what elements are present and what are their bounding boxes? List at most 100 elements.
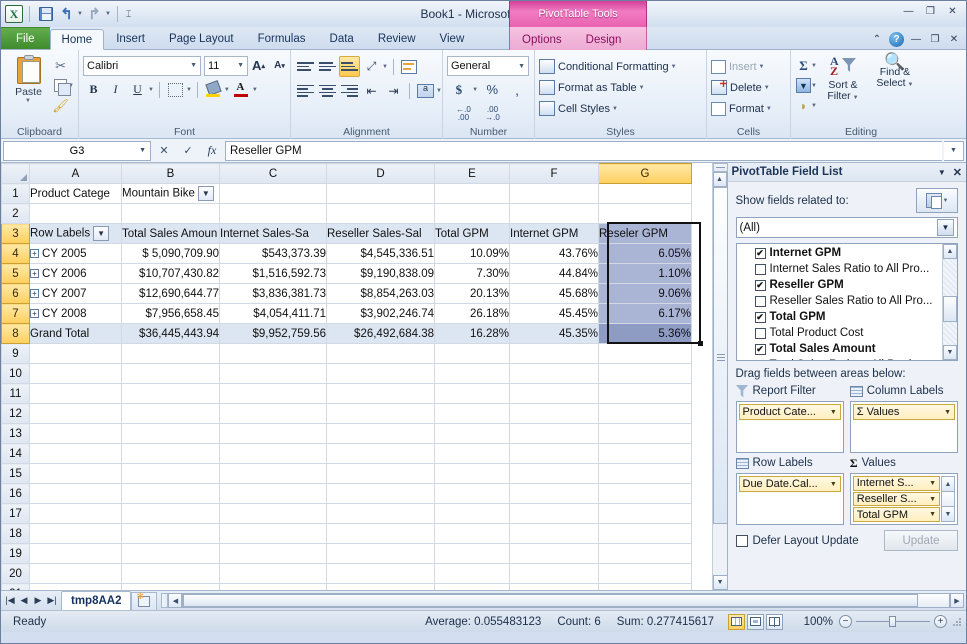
cell-D2[interactable] [326, 203, 435, 224]
cell-E7[interactable]: 26.18% [434, 303, 510, 324]
cell-D5[interactable]: $9,190,838.09 [326, 263, 435, 284]
cell-D17[interactable] [326, 503, 435, 524]
row-header-14[interactable]: 14 [1, 443, 30, 464]
zoom-in-button[interactable]: + [934, 615, 947, 628]
cell-E21[interactable] [434, 583, 510, 590]
cell-E2[interactable] [434, 203, 510, 224]
workbook-minimize-icon[interactable]: — [911, 34, 921, 45]
cell-F21[interactable] [509, 583, 599, 590]
cell-D20[interactable] [326, 563, 435, 584]
cell-D3[interactable]: Reseller Sales-Sal [326, 223, 435, 244]
cell-D10[interactable] [326, 363, 435, 384]
worksheet-grid[interactable]: A B C D E F G 1 Product Catege Mountain … [1, 163, 712, 590]
align-bottom-button[interactable] [339, 56, 360, 77]
cell-F6[interactable]: 45.68% [509, 283, 599, 304]
cell-B18[interactable] [121, 523, 220, 544]
cell-G17[interactable] [598, 503, 692, 524]
chevron-down-icon[interactable]: ▼ [763, 84, 770, 91]
cell-E10[interactable] [434, 363, 510, 384]
find-and-select-button[interactable]: 🔍 Find & Select ▼ [869, 53, 921, 91]
chevron-down-icon[interactable]: ▼ [852, 95, 859, 101]
cell-G14[interactable] [598, 443, 692, 464]
fields-scroll-thumb[interactable] [943, 296, 957, 322]
cell-F17[interactable] [509, 503, 599, 524]
cell-D1[interactable] [326, 183, 435, 204]
row-header-18[interactable]: 18 [1, 523, 30, 544]
row-header-9[interactable]: 9 [1, 343, 30, 364]
cell-D8[interactable]: $26,492,684.38 [326, 323, 435, 344]
cell-B15[interactable] [121, 463, 220, 484]
row-header-11[interactable]: 11 [1, 383, 30, 404]
insert-function-button[interactable]: fx [207, 143, 217, 157]
checkbox-icon[interactable] [754, 327, 766, 339]
cell-F20[interactable] [509, 563, 599, 584]
format-cells-button[interactable]: Format ▼ [711, 98, 772, 119]
field-item-reseller-gpm[interactable]: ✔ Reseller GPM [737, 277, 943, 293]
align-middle-button[interactable] [317, 56, 338, 77]
cell-A4[interactable]: + CY 2005 [29, 243, 122, 264]
chevron-down-icon[interactable]: ▼ [670, 63, 677, 70]
cell-E15[interactable] [434, 463, 510, 484]
cell-C14[interactable] [219, 443, 327, 464]
cell-F1[interactable] [509, 183, 599, 204]
merge-dropdown-arrow-icon[interactable]: ▼ [436, 87, 442, 94]
cell-C5[interactable]: $1,516,592.73 [219, 263, 327, 284]
expand-icon[interactable]: + [30, 248, 39, 258]
cell-G11[interactable] [598, 383, 692, 404]
redo-dropdown-arrow-icon[interactable]: ▼ [104, 11, 111, 17]
cell-G9[interactable] [598, 343, 692, 364]
column-header-E[interactable]: E [434, 163, 510, 184]
cell-G1[interactable] [598, 183, 692, 204]
cell-B16[interactable] [121, 483, 220, 504]
percent-style-button[interactable]: % [486, 82, 499, 97]
cell-A3[interactable]: Row Labels ▼ [29, 223, 122, 244]
values-zone-scrollbar[interactable]: ▲ ▼ [941, 476, 955, 522]
cell-D7[interactable]: $3,902,246.74 [326, 303, 435, 324]
cell-D11[interactable] [326, 383, 435, 404]
cell-styles-button[interactable]: Cell Styles ▼ [539, 98, 618, 119]
cell-E13[interactable] [434, 423, 510, 444]
row-header-10[interactable]: 10 [1, 363, 30, 384]
expand-icon[interactable]: + [30, 288, 39, 298]
orientation-dropdown-arrow-icon[interactable]: ▼ [382, 63, 388, 70]
cell-B7[interactable]: $7,956,658.45 [121, 303, 220, 324]
zoom-out-button[interactable]: − [839, 615, 852, 628]
defer-layout-checkbox[interactable] [735, 534, 748, 547]
cell-D15[interactable] [326, 463, 435, 484]
align-left-button[interactable] [295, 80, 316, 101]
borders-button[interactable] [165, 79, 186, 100]
row-header-17[interactable]: 17 [1, 503, 30, 524]
sheet-tab-tmp8aa2[interactable]: tmp8AA2 [61, 591, 132, 610]
bold-button[interactable]: B [89, 82, 98, 96]
row-labels-zone[interactable]: Due Date.Cal... ▼ [735, 473, 844, 525]
cell-F10[interactable] [509, 363, 599, 384]
first-sheet-icon[interactable]: |◀ [5, 595, 15, 605]
cell-F7[interactable]: 45.45% [509, 303, 599, 324]
field-item-reseller-sales-ratio[interactable]: Reseller Sales Ratio to All Pro... [737, 293, 943, 309]
collapse-ribbon-icon[interactable]: ⌃ [872, 34, 882, 45]
checkbox-checked-icon[interactable]: ✔ [754, 247, 766, 259]
cell-B17[interactable] [121, 503, 220, 524]
cell-B11[interactable] [121, 383, 220, 404]
cell-E8[interactable]: 16.28% [434, 323, 510, 344]
cell-G4[interactable]: 6.05% [598, 243, 692, 264]
cell-D14[interactable] [326, 443, 435, 464]
minimize-icon[interactable]: — [903, 6, 914, 17]
cell-F4[interactable]: 43.76% [509, 243, 599, 264]
cell-B1[interactable]: Mountain Bike ▼ [121, 183, 220, 204]
format-as-table-button[interactable]: Format as Table ▼ [539, 77, 645, 98]
column-header-B[interactable]: B [121, 163, 220, 184]
fill-button[interactable]: ▼ ▼ [795, 76, 817, 95]
chevron-down-icon[interactable]: ▼ [758, 63, 765, 70]
cell-C9[interactable] [219, 343, 327, 364]
cell-G18[interactable] [598, 523, 692, 544]
cell-G12[interactable] [598, 403, 692, 424]
cell-B19[interactable] [121, 543, 220, 564]
chip-internet-sales[interactable]: Internet S... ▼ [852, 476, 940, 491]
cell-C10[interactable] [219, 363, 327, 384]
page-break-view-button[interactable] [766, 613, 783, 630]
scroll-left-button[interactable]: ◀ [168, 593, 183, 608]
hscroll-thumb[interactable] [183, 594, 919, 607]
vertical-scrollbar[interactable]: ▲ ▼ [711, 163, 728, 590]
cell-C11[interactable] [219, 383, 327, 404]
